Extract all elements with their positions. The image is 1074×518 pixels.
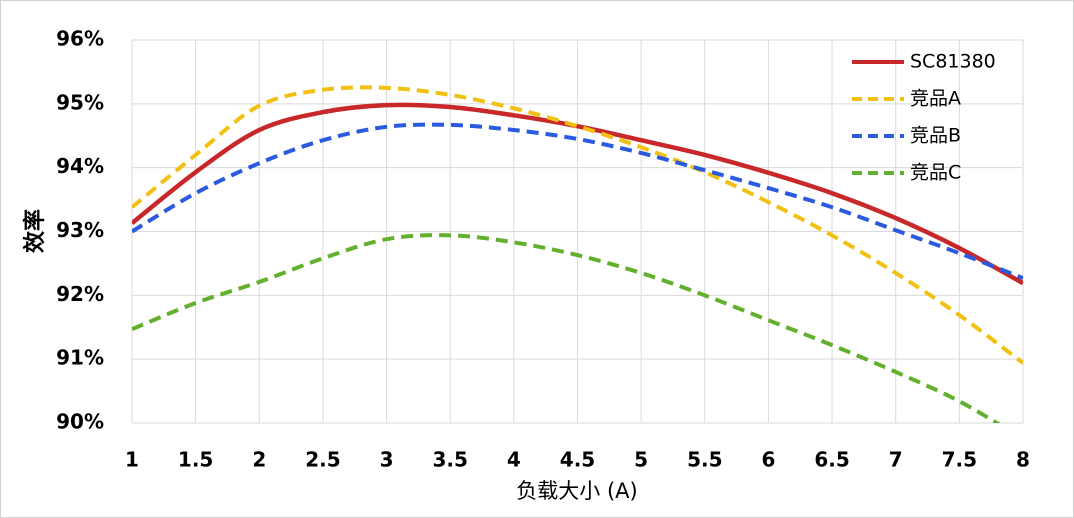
y-tick-label: 95% [56, 90, 104, 114]
y-tick-label: 96% [56, 27, 104, 51]
x-tick-label: 7 [889, 448, 903, 472]
series-line [132, 233, 1001, 423]
y-tick-label: 93% [56, 218, 104, 242]
x-tick-label: 1.5 [178, 448, 213, 472]
y-tick-label: 94% [56, 154, 104, 178]
x-tick-label: 6.5 [814, 448, 849, 472]
legend-label: 竞品A [910, 88, 961, 110]
legend-label: SC81380 [910, 51, 996, 73]
y-tick-label: 91% [56, 346, 104, 370]
x-tick-label: 1 [125, 448, 139, 472]
x-tick-label: 2.5 [305, 448, 340, 472]
x-tick-label: 2 [252, 448, 266, 472]
x-tick-label: 4.5 [560, 448, 595, 472]
x-axis-title: 负载大小 (A) [516, 479, 637, 503]
legend-label: 竞品C [910, 162, 961, 184]
legend-label: 竞品B [910, 125, 961, 147]
x-tick-label: 5.5 [687, 448, 722, 472]
series-line [132, 122, 1023, 280]
plot-area [132, 85, 1023, 423]
series-line [132, 102, 1023, 286]
x-tick-label: 6 [761, 448, 775, 472]
x-tick-label: 3.5 [432, 448, 467, 472]
x-tick-label: 5 [634, 448, 648, 472]
x-tick-label: 3 [380, 448, 394, 472]
y-tick-label: 92% [56, 282, 104, 306]
x-tick-label: 8 [1016, 448, 1030, 472]
y-tick-label: 90% [56, 410, 104, 434]
x-tick-label: 4 [507, 448, 521, 472]
x-tick-label: 7.5 [942, 448, 977, 472]
y-axis-title: 效率 [22, 209, 48, 253]
